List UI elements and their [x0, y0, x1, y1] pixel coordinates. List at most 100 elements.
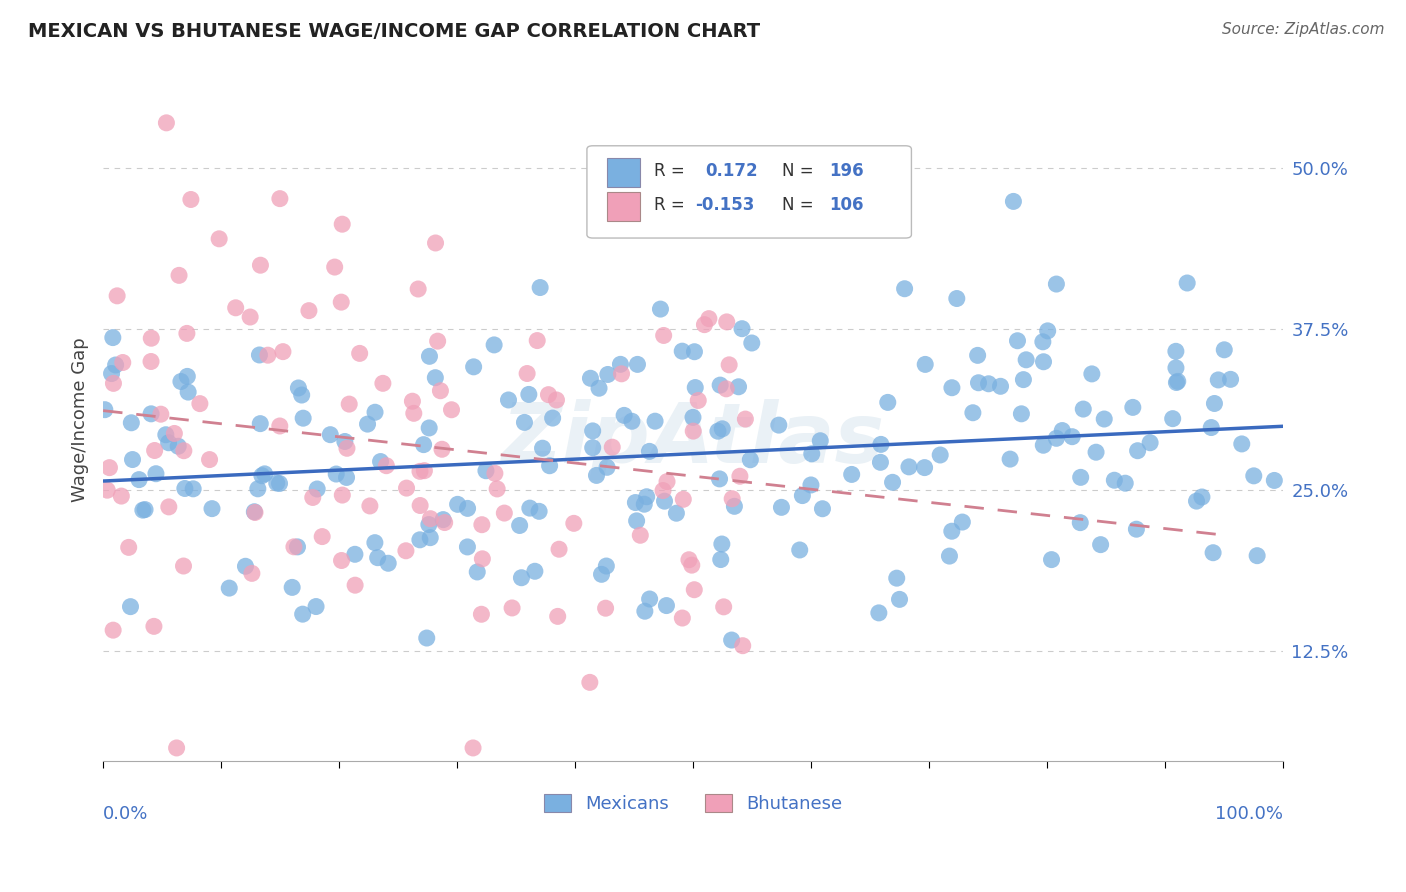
Point — [626, 358, 648, 372]
Point — [1206, 373, 1229, 387]
Point — [1069, 516, 1091, 530]
Text: 0.0%: 0.0% — [103, 805, 149, 823]
Text: N =: N = — [782, 196, 813, 214]
Point — [914, 460, 936, 475]
Point — [841, 467, 863, 482]
Point — [173, 559, 195, 574]
Point — [1164, 344, 1187, 359]
Point — [929, 448, 952, 462]
Point — [145, 467, 167, 481]
Point — [128, 473, 150, 487]
Point — [941, 381, 963, 395]
Point — [257, 348, 280, 362]
Point — [768, 418, 790, 433]
Point — [1114, 476, 1136, 491]
Point — [371, 376, 394, 391]
Point — [409, 499, 432, 513]
Point — [470, 607, 492, 622]
Point — [893, 282, 915, 296]
Point — [541, 411, 564, 425]
Point — [716, 382, 738, 396]
Point — [301, 491, 323, 505]
Point — [638, 444, 661, 458]
Point — [531, 441, 554, 455]
Point — [198, 452, 221, 467]
Point — [1032, 355, 1054, 369]
Point — [283, 540, 305, 554]
Point — [96, 483, 118, 498]
Point — [1007, 334, 1029, 348]
Point — [1243, 468, 1265, 483]
Point — [287, 540, 309, 554]
Point — [579, 675, 602, 690]
Point — [163, 426, 186, 441]
Text: 196: 196 — [828, 162, 863, 180]
Point — [208, 232, 231, 246]
Point — [727, 380, 749, 394]
Point — [419, 511, 441, 525]
Point — [644, 414, 666, 428]
Point — [141, 331, 163, 345]
Point — [1015, 352, 1038, 367]
Point — [430, 442, 453, 457]
Point — [1199, 420, 1222, 434]
Point — [142, 619, 165, 633]
Point — [139, 354, 162, 368]
Point — [484, 467, 506, 481]
Point — [305, 599, 328, 614]
Point — [547, 609, 569, 624]
Point — [201, 501, 224, 516]
Point — [682, 410, 704, 425]
Point — [1090, 538, 1112, 552]
Point — [120, 416, 142, 430]
Point — [1204, 396, 1226, 410]
Point — [509, 518, 531, 533]
Point — [808, 434, 831, 448]
Point — [731, 639, 754, 653]
Point — [433, 516, 456, 530]
Point — [1263, 474, 1285, 488]
Point — [600, 440, 623, 454]
Point — [609, 357, 631, 371]
Text: 0.172: 0.172 — [704, 162, 758, 180]
Point — [638, 592, 661, 607]
Point — [412, 437, 434, 451]
Point — [1052, 424, 1074, 438]
Point — [250, 468, 273, 483]
Point — [682, 424, 704, 438]
Point — [941, 524, 963, 539]
Point — [741, 336, 763, 351]
Point — [1164, 360, 1187, 375]
Point — [800, 447, 823, 461]
Point — [1062, 430, 1084, 444]
Point — [624, 198, 647, 212]
Point — [1166, 376, 1188, 390]
Point — [180, 193, 202, 207]
Point — [471, 551, 494, 566]
Point — [710, 537, 733, 551]
Point — [665, 506, 688, 520]
Point — [364, 535, 387, 549]
Point — [718, 358, 741, 372]
Point — [330, 488, 353, 502]
Point — [1032, 438, 1054, 452]
Point — [176, 369, 198, 384]
Point — [157, 435, 180, 450]
Point — [170, 375, 193, 389]
Point — [693, 318, 716, 332]
Point — [425, 235, 447, 250]
Point — [375, 458, 398, 473]
Point — [966, 348, 988, 362]
Point — [678, 553, 700, 567]
Point — [377, 556, 399, 570]
Point — [882, 475, 904, 490]
Point — [710, 552, 733, 566]
Point — [1085, 445, 1108, 459]
Point — [1126, 443, 1149, 458]
Point — [287, 381, 309, 395]
Point — [1139, 435, 1161, 450]
Point — [633, 497, 655, 511]
Point — [239, 310, 262, 324]
Point — [118, 541, 141, 555]
Point — [1045, 277, 1067, 291]
